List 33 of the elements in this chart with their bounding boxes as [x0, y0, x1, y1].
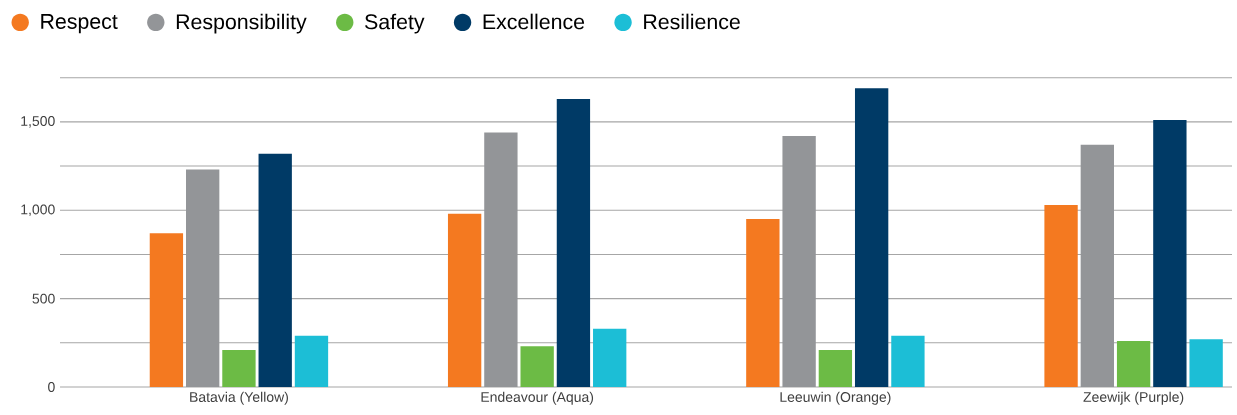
- x-tick-label: Leeuwin (Orange): [780, 391, 891, 405]
- bar: [186, 169, 220, 387]
- bar: [818, 349, 853, 387]
- y-tick-label: 0: [48, 382, 55, 392]
- bar: [782, 136, 816, 387]
- bar: [556, 98, 591, 387]
- bar: [593, 328, 627, 387]
- bar: [1080, 144, 1114, 387]
- bar: [1153, 120, 1187, 387]
- bar: [222, 349, 256, 387]
- legend-label: Excellence: [483, 13, 585, 30]
- x-tick-label: Zeewijk (Purple): [1083, 391, 1184, 405]
- bar: [484, 132, 518, 387]
- bar: [294, 335, 329, 387]
- bar: [1044, 204, 1078, 387]
- legend-label: Respect: [41, 14, 118, 34]
- y-tick-label: 1,000: [21, 204, 55, 217]
- bar: [149, 233, 184, 387]
- bar: [746, 219, 780, 387]
- bar: [520, 346, 554, 387]
- x-tick-label: Batavia (Yellow): [190, 391, 288, 405]
- bar: [854, 88, 889, 387]
- bar: [447, 213, 482, 387]
- bar: [891, 335, 925, 387]
- bar: [258, 153, 292, 387]
- y-tick-label: 500: [32, 293, 55, 304]
- bar: [1189, 339, 1223, 387]
- legend-label: Resilience: [644, 13, 740, 30]
- legend-label: Safety: [365, 13, 425, 34]
- legend-label: Responsibility: [176, 13, 307, 34]
- y-tick-label: 1,500: [21, 116, 55, 128]
- x-tick-label: Endeavour (Aqua): [481, 391, 594, 405]
- bar: [1116, 341, 1151, 387]
